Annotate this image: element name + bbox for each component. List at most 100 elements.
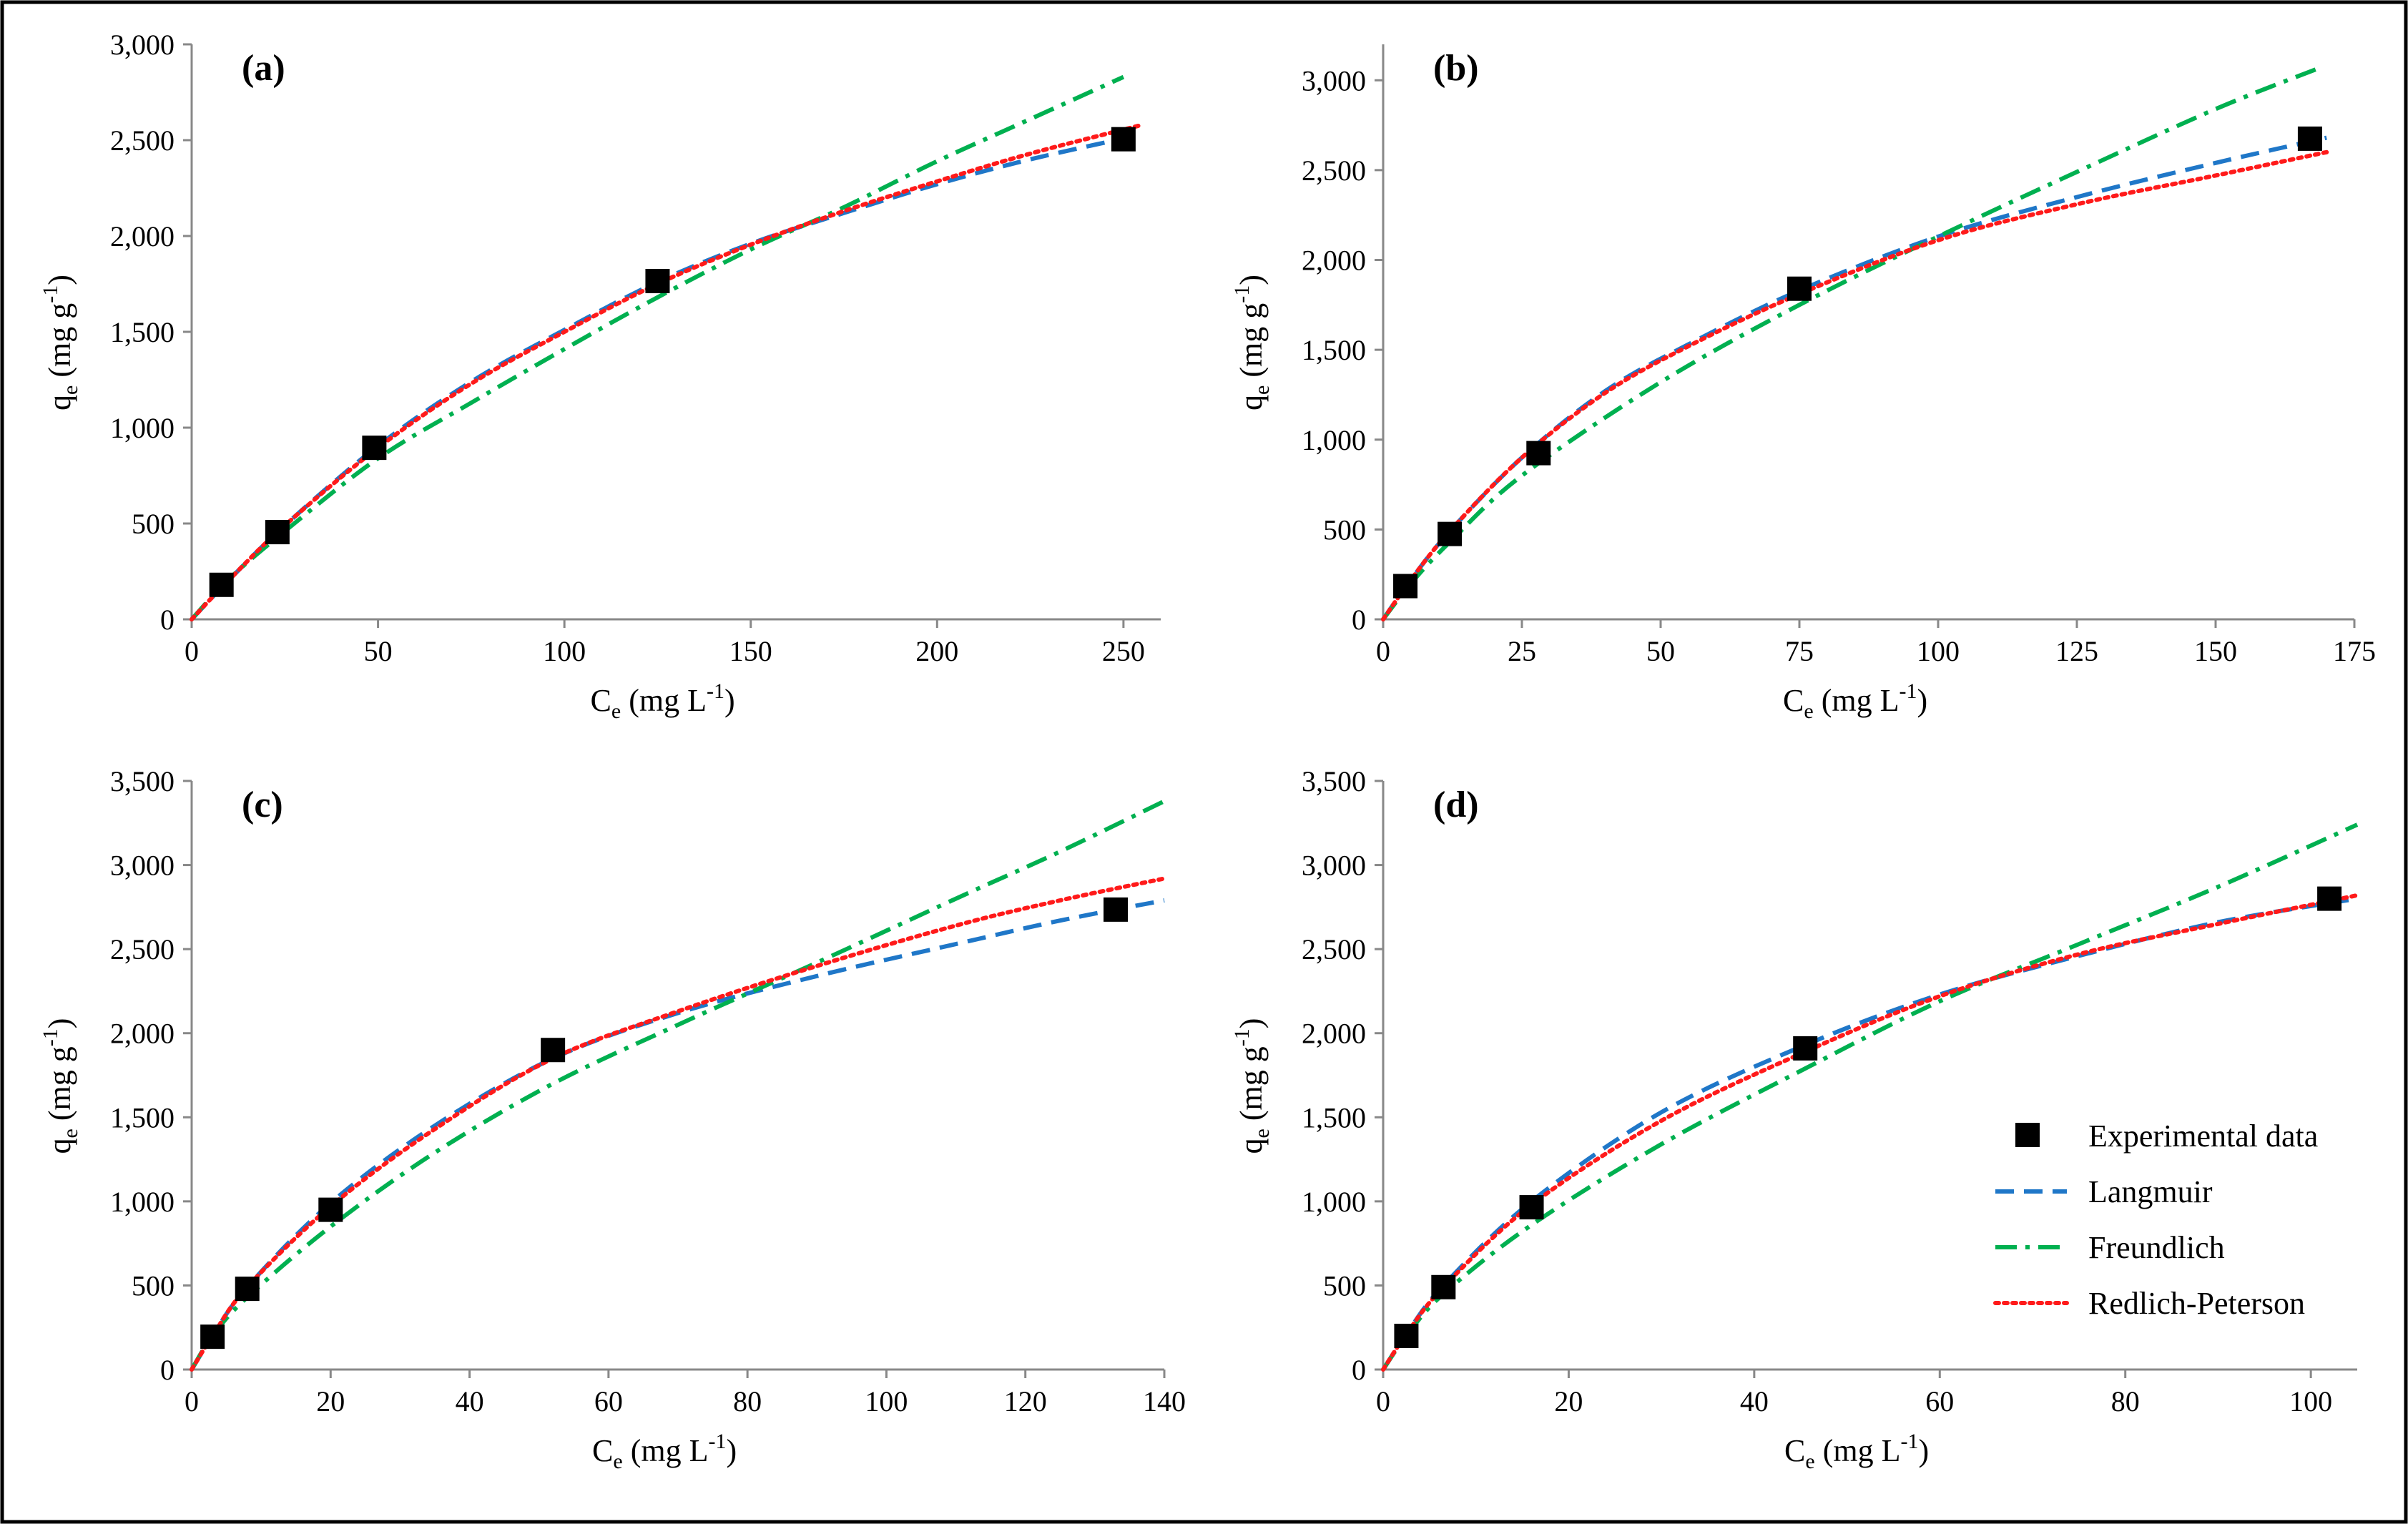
x-tick-label: 150 — [2194, 635, 2237, 667]
panel-d: 0 20 40 60 80 100 0 500 1,000 1,500 2,000 2,500 3,00… — [1230, 765, 2359, 1473]
y-tick-label: 500 — [1323, 1269, 1366, 1302]
x-tick-label: 40 — [1740, 1385, 1769, 1417]
y-tick-label: 2,000 — [1302, 1018, 1366, 1050]
x-tick-label: 75 — [1785, 635, 1814, 667]
legend-label: Experimental data — [2088, 1119, 2318, 1154]
x-axis-title: Ce (mg L-1) — [1783, 679, 1927, 723]
experimental-point — [235, 1277, 260, 1302]
x-tick-label: 120 — [1004, 1385, 1047, 1417]
legend-label: Redlich-Peterson — [2088, 1286, 2305, 1321]
x-tick-label: 50 — [1646, 635, 1675, 667]
x-tick-label: 150 — [729, 635, 772, 667]
x-tick-label: 200 — [915, 635, 958, 667]
experimental-point — [1787, 276, 1812, 301]
x-tick-label: 50 — [364, 635, 393, 667]
legend-label: Freundlich — [2088, 1230, 2225, 1265]
x-tick-label: 0 — [185, 1385, 199, 1417]
experimental-point — [2297, 126, 2322, 151]
y-tick-label: 2,000 — [1302, 245, 1366, 277]
experimental-point — [1111, 127, 1136, 152]
x-tick-label: 250 — [1102, 635, 1145, 667]
y-axis-title-group: qe (mg g-1) — [1230, 1018, 1274, 1154]
x-tick-label: 20 — [316, 1385, 345, 1417]
x-tick-label: 175 — [2333, 635, 2376, 667]
y-tick-label: 3,000 — [110, 850, 175, 882]
experimental-point — [1394, 1323, 1419, 1348]
panel-label-d: (d) — [1433, 785, 1479, 825]
series-freundlich-line — [190, 799, 1166, 1371]
panel-label-c: (c) — [242, 785, 283, 825]
x-tick-label: 100 — [2289, 1385, 2332, 1417]
experimental-point — [1393, 574, 1418, 599]
y-tick-label: 0 — [1352, 604, 1366, 636]
y-tick-label: 1,000 — [1302, 424, 1366, 456]
x-axis-title: Ce (mg L-1) — [591, 679, 735, 723]
experimental-point — [1519, 1195, 1544, 1220]
experimental-point — [1438, 521, 1463, 546]
x-axis-title: Ce (mg L-1) — [592, 1430, 737, 1473]
y-tick-label: 2,500 — [1302, 933, 1366, 965]
x-tick-label: 80 — [733, 1385, 762, 1417]
y-tick-label: 2,000 — [110, 1018, 175, 1050]
experimental-point — [318, 1197, 343, 1222]
y-tick-label: 500 — [132, 508, 175, 540]
y-axis-title: qe (mg g-1) — [39, 1018, 82, 1154]
experimental-point — [200, 1324, 225, 1350]
y-tick-label: 0 — [160, 604, 175, 636]
y-tick-label: 500 — [132, 1269, 175, 1302]
x-tick-label: 25 — [1508, 635, 1536, 667]
y-tick-label: 1,000 — [110, 1186, 175, 1218]
y-axis-title-group: qe (mg g-1) — [39, 1018, 82, 1154]
x-tick-label: 40 — [456, 1385, 484, 1417]
x-axis-title: Ce (mg L-1) — [1784, 1430, 1929, 1473]
legend-item-experimental: Experimental data — [2015, 1119, 2318, 1154]
x-tick-label: 80 — [2111, 1385, 2140, 1417]
y-axis-title-group: qe (mg g-1) — [1230, 275, 1274, 411]
x-tick-label: 140 — [1143, 1385, 1186, 1417]
y-axis-title: qe (mg g-1) — [1230, 275, 1274, 411]
y-tick-label: 1,500 — [1302, 334, 1366, 366]
x-tick-label: 20 — [1554, 1385, 1583, 1417]
experimental-point — [2317, 886, 2342, 911]
y-tick-label: 0 — [1352, 1354, 1366, 1386]
y-axis-title: qe (mg g-1) — [1230, 1018, 1274, 1154]
y-tick-label: 3,500 — [1302, 765, 1366, 797]
panel-label-b: (b) — [1433, 48, 1479, 89]
experimental-point — [265, 520, 290, 545]
y-tick-label: 500 — [1323, 513, 1366, 546]
panel-label-a: (a) — [242, 48, 285, 89]
y-tick-label: 2,500 — [110, 933, 175, 965]
experimental-point — [541, 1038, 566, 1063]
legend-marker-experimental — [2015, 1123, 2040, 1147]
experimental-point — [1104, 897, 1128, 922]
experimental-point — [1431, 1274, 1456, 1299]
y-tick-label: 3,500 — [110, 765, 175, 797]
y-axis-title-group: qe (mg g-1) — [39, 275, 82, 411]
y-tick-label: 1,500 — [110, 316, 175, 348]
experimental-point — [362, 436, 387, 461]
legend: Experimental data Langmuir Freundlich Redli… — [1993, 1119, 2318, 1321]
series-redlich_peterson-line — [190, 122, 1144, 621]
y-tick-label: 2,000 — [110, 220, 175, 252]
legend-item-redlich_peterson: Redlich-Peterson — [1993, 1286, 2305, 1321]
legend-item-langmuir: Langmuir — [1995, 1174, 2213, 1209]
y-tick-label: 3,000 — [1302, 64, 1366, 97]
x-tick-label: 0 — [185, 635, 199, 667]
x-tick-label: 100 — [543, 635, 586, 667]
y-tick-label: 3,000 — [1302, 850, 1366, 882]
experimental-point — [645, 268, 670, 293]
panel-c: 0 20 40 60 80 100 120 140 0 500 1,000 1,500 2,000 2,5… — [39, 765, 1186, 1473]
x-tick-label: 60 — [594, 1385, 623, 1417]
y-tick-label: 2,500 — [1302, 154, 1366, 187]
y-tick-label: 0 — [160, 1354, 175, 1386]
experimental-point — [1526, 441, 1551, 466]
series-freundlich-line — [190, 74, 1125, 621]
x-tick-label: 125 — [2055, 635, 2098, 667]
x-tick-label: 60 — [1925, 1385, 1954, 1417]
legend-label: Langmuir — [2088, 1174, 2213, 1209]
y-axis-title: qe (mg g-1) — [39, 275, 82, 411]
y-tick-label: 1,500 — [1302, 1101, 1366, 1134]
